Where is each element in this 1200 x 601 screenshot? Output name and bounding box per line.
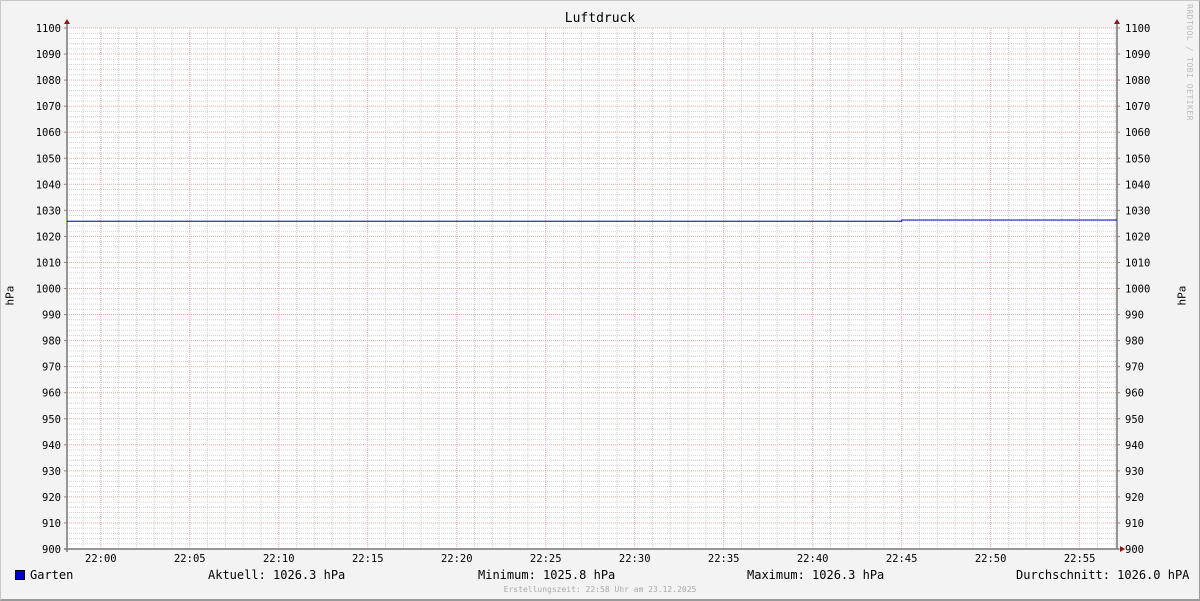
y-tick-label-left: 1010: [36, 257, 61, 269]
y-tick-label-left: 910: [42, 518, 61, 530]
x-tick-label: 22:35: [708, 553, 740, 565]
y-tick-label-right: 1000: [1125, 284, 1150, 296]
y-tick-label-right: 910: [1125, 518, 1144, 530]
x-tick-label: 22:20: [441, 553, 473, 565]
footer-timestamp: Erstellungszeit: 22:58 Uhr am 23.12.2025: [503, 585, 697, 594]
legend-swatch: [15, 570, 25, 580]
x-tick-label: 22:25: [530, 553, 562, 565]
y-tick-label-left: 1000: [36, 284, 61, 296]
y-tick-label-left: 980: [42, 336, 61, 348]
x-axis-arrow: [1120, 546, 1125, 552]
y-tick-label-right: 950: [1125, 414, 1144, 426]
legend-maximum: Maximum: 1026.3 hPa: [747, 568, 885, 582]
y-tick-label-left: 900: [42, 544, 61, 556]
y-tick-label-left: 1090: [36, 49, 61, 61]
y-tick-label-right: 970: [1125, 362, 1144, 374]
x-tick-label: 22:40: [797, 553, 829, 565]
y-tick-label-left: 1040: [36, 179, 61, 191]
legend-durchschnitt: Durchschnitt: 1026.0 hPA: [1016, 568, 1190, 582]
y-tick-label-right: 1090: [1125, 49, 1150, 61]
y-tick-label-right: 1060: [1125, 127, 1150, 139]
y-tick-label-right: 1030: [1125, 205, 1150, 217]
x-tick-label: 22:10: [263, 553, 295, 565]
y-axis-label-left: hPa: [3, 285, 17, 306]
chart-title: Luftdruck: [564, 11, 636, 26]
y-tick-label-right: 900: [1125, 544, 1144, 556]
y-axis-arrow-left: [64, 19, 70, 24]
y-tick-label-right: 1040: [1125, 179, 1150, 191]
y-tick-label-right: 1070: [1125, 101, 1150, 113]
x-tick-label: 22:55: [1064, 553, 1096, 565]
legend-series-name: Garten: [30, 568, 74, 582]
y-tick-label-right: 980: [1125, 336, 1144, 348]
y-tick-label-right: 1080: [1125, 75, 1150, 87]
y-tick-label-right: 930: [1125, 466, 1144, 478]
y-tick-label-left: 940: [42, 440, 61, 452]
y-tick-label-left: 990: [42, 310, 61, 322]
x-tick-label: 22:45: [886, 553, 918, 565]
x-tick-label: 22:05: [174, 553, 206, 565]
watermark: RRDTOOL / TOBI OETIKER: [1185, 4, 1194, 121]
x-tick-label: 22:30: [619, 553, 651, 565]
x-tick-label: 22:50: [975, 553, 1007, 565]
y-axis-label-right: hPa: [1175, 285, 1189, 306]
legend-minimum: Minimum: 1025.8 hPa: [478, 568, 616, 582]
y-tick-label-left: 950: [42, 414, 61, 426]
y-tick-label-left: 1070: [36, 101, 61, 113]
y-tick-label-left: 930: [42, 466, 61, 478]
x-tick-label: 22:00: [85, 553, 117, 565]
legend-aktuell: Aktuell: 1026.3 hPa: [208, 568, 346, 582]
y-tick-label-left: 920: [42, 492, 61, 504]
y-tick-label-right: 940: [1125, 440, 1144, 452]
y-axis-arrow-right: [1114, 19, 1120, 24]
y-tick-label-right: 1050: [1125, 153, 1150, 165]
y-tick-label-left: 1080: [36, 75, 61, 87]
y-tick-label-right: 990: [1125, 310, 1144, 322]
y-tick-label-left: 1030: [36, 205, 61, 217]
x-tick-label: 22:15: [352, 553, 384, 565]
y-tick-label-right: 1010: [1125, 257, 1150, 269]
y-tick-label-left: 1060: [36, 127, 61, 139]
series-line-garten: [67, 219, 1117, 222]
y-tick-label-left: 960: [42, 388, 61, 400]
y-tick-label-right: 920: [1125, 492, 1144, 504]
y-tick-label-right: 960: [1125, 388, 1144, 400]
y-tick-label-right: 1020: [1125, 231, 1150, 243]
y-tick-label-left: 970: [42, 362, 61, 374]
y-tick-label-left: 1100: [36, 23, 61, 35]
y-tick-label-left: 1050: [36, 153, 61, 165]
y-tick-label-left: 1020: [36, 231, 61, 243]
y-tick-label-right: 1100: [1125, 23, 1150, 35]
